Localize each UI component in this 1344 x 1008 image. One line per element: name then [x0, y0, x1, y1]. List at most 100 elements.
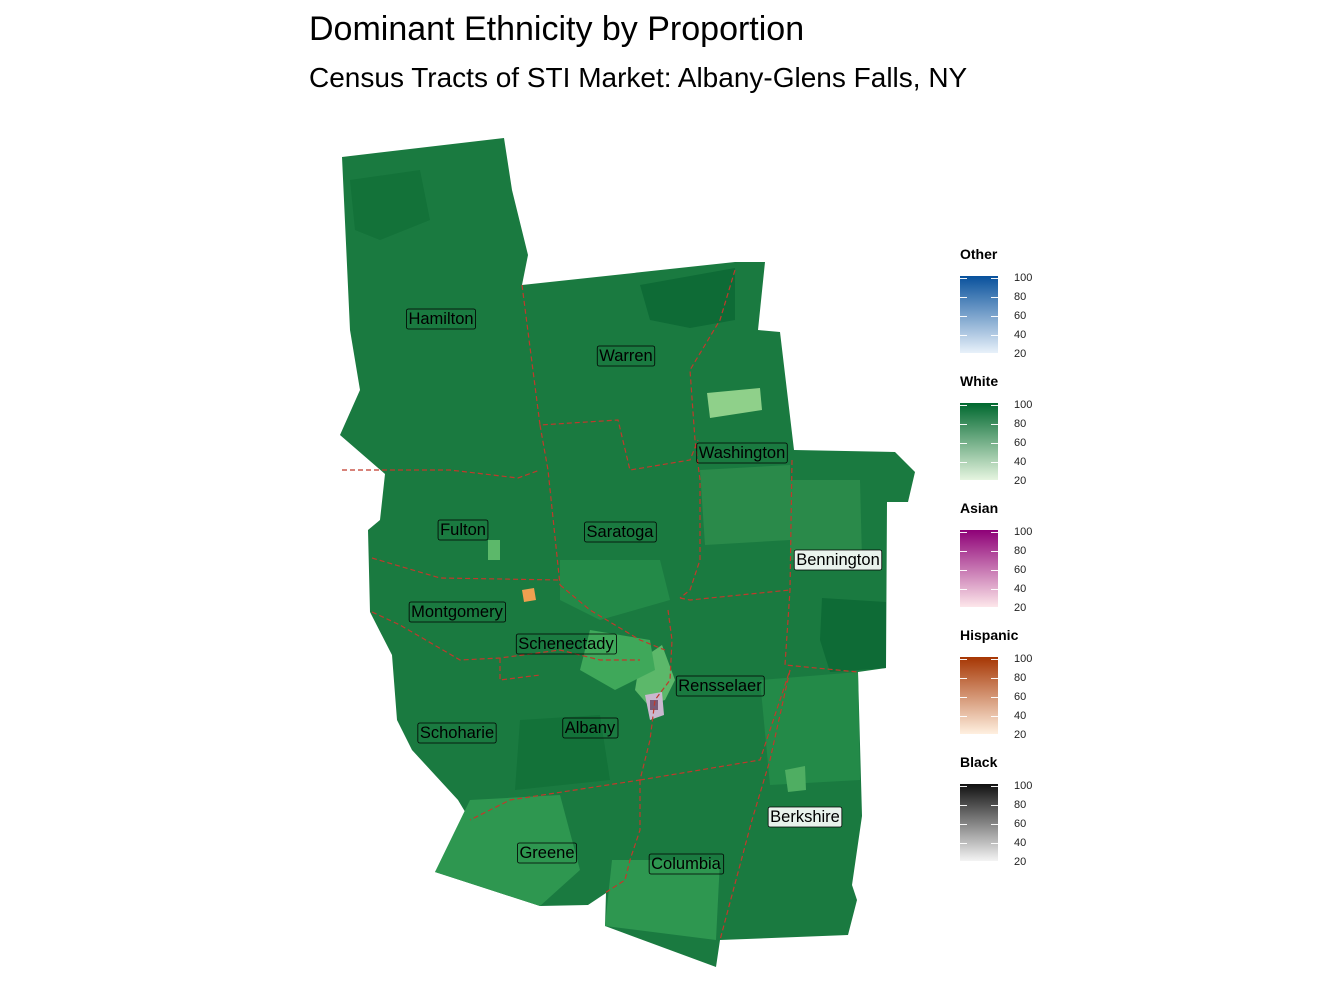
legend-tick-label: 80 [1014, 291, 1027, 303]
county-label-text: Columbia [651, 855, 722, 873]
legend-tick-label: 80 [1014, 545, 1027, 557]
county-label-text: Saratoga [587, 523, 655, 541]
county-label-box [584, 521, 657, 543]
county-label-hamilton: Hamilton [406, 308, 476, 330]
legend-tick-label: 40 [1014, 837, 1027, 849]
tract-patch [790, 480, 862, 560]
county-label-berkshire: Berkshire [767, 806, 843, 828]
tract-patch [522, 588, 536, 602]
county-label-saratoga: Saratoga [584, 521, 657, 543]
tract-patch [820, 598, 886, 672]
legend-tick-label: 60 [1014, 437, 1027, 449]
legend-tick-label: 80 [1014, 672, 1027, 684]
legend-tick-label: 20 [1014, 348, 1027, 360]
tract-patch [515, 715, 610, 790]
tract-patch [707, 388, 762, 418]
tract-patch [700, 465, 790, 545]
legend-tick-label: 100 [1014, 653, 1033, 665]
legend-tick-label: 60 [1014, 818, 1027, 830]
legend-color-bar [960, 403, 998, 480]
county-label-schenectady: Schenectady [515, 633, 617, 655]
county-label-greene: Greene [517, 842, 577, 864]
legend-tick-label: 20 [1014, 729, 1027, 741]
county-label-montgomery: Montgomery [408, 601, 506, 623]
legend-tick-label: 40 [1014, 456, 1027, 468]
county-label-text: Albany [565, 719, 616, 737]
county-label-box [696, 442, 788, 464]
county-label-box [515, 633, 617, 655]
legend-tick-label: 60 [1014, 564, 1027, 576]
county-label-text: Schenectady [518, 635, 614, 653]
county-label-box [767, 806, 843, 828]
legend-tick-label: 80 [1014, 418, 1027, 430]
county-label-box [793, 549, 883, 571]
county-label-albany: Albany [562, 717, 619, 739]
tract-patch [350, 170, 430, 240]
county-label-box [596, 345, 656, 367]
county-label-rensselaer: Rensselaer [675, 675, 765, 697]
county-label-box [517, 842, 577, 864]
county-label-box [648, 853, 725, 875]
county-label-bennington: Bennington [793, 549, 883, 571]
county-label-box [562, 717, 619, 739]
legend-title: White [960, 373, 999, 389]
county-label-box [408, 601, 506, 623]
tract-patch [760, 672, 860, 785]
county-label-warren: Warren [596, 345, 656, 367]
legend: Other 100 80 60 40 20 White 100 80 60 40 20 Asian 100… [960, 246, 1080, 881]
county-borders [342, 269, 859, 941]
county-label-box [406, 308, 476, 330]
legend-color-bar [960, 657, 998, 734]
county-label-box [437, 519, 489, 541]
county-label-schoharie: Schoharie [417, 722, 497, 744]
legend-title: Asian [960, 500, 999, 516]
county-label-text: Warren [599, 347, 652, 365]
tract-patch [435, 795, 580, 906]
county-label-box [417, 722, 497, 744]
county-label-columbia: Columbia [648, 853, 725, 875]
tract-patch [605, 860, 720, 940]
legend-tick-label: 20 [1014, 602, 1027, 614]
legend-tick-label: 20 [1014, 475, 1027, 487]
county-label-text: Washington [699, 444, 786, 462]
map-subtitle: Census Tracts of STI Market: Albany-Glen… [309, 62, 968, 93]
county-labels: Hamilton Warren Washington Fulton Saratoga Be… [406, 308, 883, 875]
county-label-text: Hamilton [408, 310, 473, 328]
county-label-text: Montgomery [411, 603, 503, 621]
county-label-fulton: Fulton [437, 519, 489, 541]
county-label-text: Rensselaer [678, 677, 762, 695]
legend-asian: Asian 100 80 60 40 20 [960, 500, 1080, 627]
legend-color-bar [960, 784, 998, 861]
legend-tick-label: 60 [1014, 691, 1027, 703]
map-title: Dominant Ethnicity by Proportion [309, 10, 805, 48]
legend-tick-label: 100 [1014, 526, 1033, 538]
legend-tick-label: 40 [1014, 329, 1027, 341]
county-label-washington: Washington [696, 442, 788, 464]
legend-tick-label: 80 [1014, 799, 1027, 811]
tract-patch [785, 766, 806, 792]
county-label-text: Greene [519, 844, 574, 862]
legend-title: Other [960, 246, 998, 262]
legend-tick-label: 100 [1014, 399, 1033, 411]
county-label-text: Berkshire [770, 808, 840, 826]
legend-title: Black [960, 754, 998, 770]
legend-title: Hispanic [960, 627, 1019, 643]
legend-tick-label: 60 [1014, 310, 1027, 322]
tract-patch [488, 540, 500, 560]
legend-color-bar [960, 530, 998, 607]
tract-patch [640, 268, 735, 328]
county-label-text: Bennington [796, 551, 880, 569]
county-label-text: Fulton [440, 521, 486, 539]
legend-tick-label: 100 [1014, 272, 1033, 284]
legend-color-bar [960, 276, 998, 353]
legend-other: Other 100 80 60 40 20 [960, 246, 1080, 373]
legend-tick-label: 100 [1014, 780, 1033, 792]
tract-patch [560, 560, 670, 620]
county-label-text: Schoharie [420, 724, 494, 742]
legend-hispanic: Hispanic 100 80 60 40 20 [960, 627, 1080, 754]
county-label-box [675, 675, 765, 697]
legend-white: White 100 80 60 40 20 [960, 373, 1080, 500]
legend-tick-label: 20 [1014, 856, 1027, 868]
legend-tick-label: 40 [1014, 583, 1027, 595]
